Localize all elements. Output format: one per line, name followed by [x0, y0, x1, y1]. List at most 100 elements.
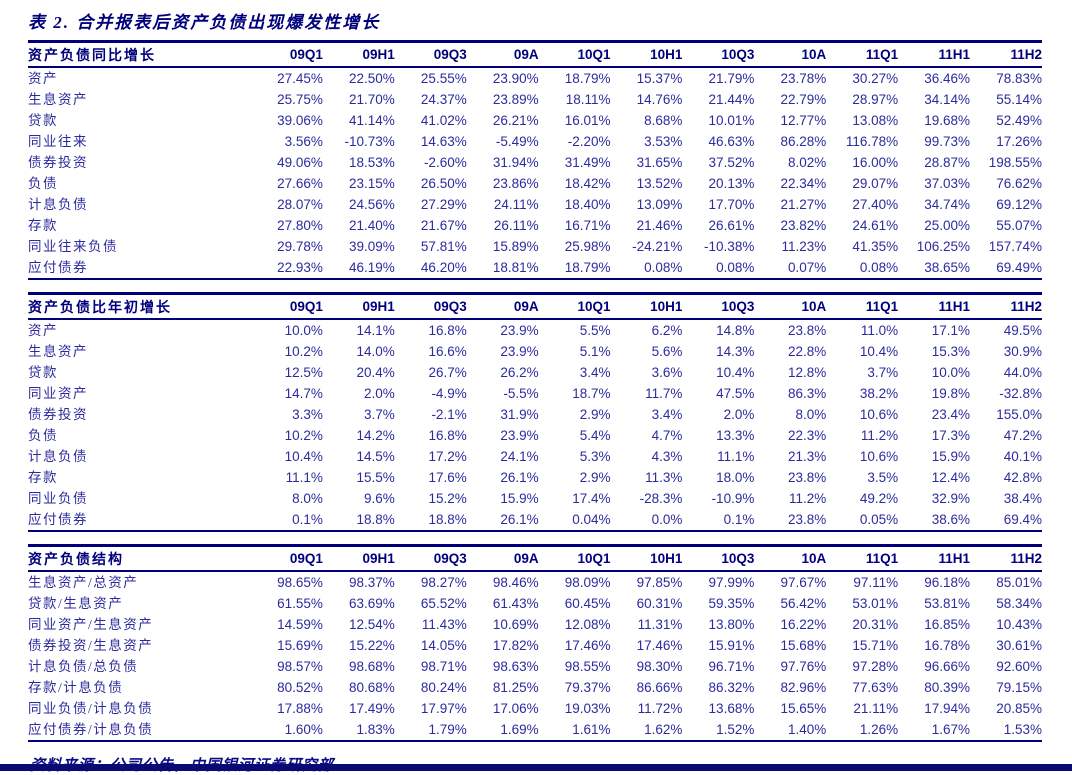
cell-value: 46.63% — [708, 134, 755, 149]
cell-value: 18.53% — [349, 155, 395, 170]
cell-value: 17.26% — [996, 134, 1042, 149]
cell-value: 47.5% — [716, 386, 755, 401]
cell-value: 14.7% — [284, 386, 323, 401]
row-label: 计息负债 — [28, 449, 88, 464]
cell-value: 3.3% — [292, 407, 323, 422]
cell-value: 14.76% — [636, 92, 683, 107]
cell-value: 14.05% — [420, 638, 467, 653]
cell-value: 24.1% — [500, 449, 539, 464]
cell-value: 98.46% — [492, 575, 539, 590]
cell-value: 10.6% — [859, 449, 899, 464]
cell-value: 69.12% — [996, 197, 1042, 212]
cell-value: 1.79% — [394, 719, 467, 742]
cell-value: 21.79% — [708, 71, 755, 86]
cell-value: 18.79% — [538, 257, 611, 280]
cell-value: 18.79% — [564, 71, 611, 86]
table-header-row: 资产负债同比增长 09Q1 09H1 09Q3 09A 10Q1 10H1 10Q3 10A 1… — [28, 40, 1042, 68]
cell-value: 18.8% — [322, 509, 395, 532]
cell-value: 85.01% — [996, 575, 1042, 590]
cell-value: 24.61% — [852, 218, 899, 233]
cell-value: 31.49% — [564, 155, 611, 170]
cell-value: 27.45% — [277, 71, 323, 86]
row-label: 同业资产/生息资产 — [28, 617, 154, 632]
cell-value: 27.40% — [852, 197, 899, 212]
cell-value: 59.35% — [708, 596, 755, 611]
cell-value: 98.27% — [420, 575, 467, 590]
cell-value: 98.55% — [564, 659, 611, 674]
row-label: 债券投资 — [28, 155, 88, 170]
cell-value: 3.7% — [867, 365, 899, 380]
cell-value: 17.46% — [564, 638, 611, 653]
table-row: 同业资产 14.7% 2.0% -4.9% -5.5% 18.7% 11.7% 47.5% 86… — [28, 383, 1042, 404]
cell-value: 97.67% — [780, 575, 827, 590]
cell-value: 17.6% — [428, 470, 467, 485]
cell-value: 12.8% — [787, 365, 827, 380]
cell-value: 1.67% — [898, 719, 971, 742]
row-label: 资产 — [28, 323, 58, 338]
cell-value: 24.56% — [349, 197, 395, 212]
table-row: 生息资产/总资产 98.65% 98.37% 98.27% 98.46% 98.09% 97… — [28, 571, 1042, 593]
cell-value: 23.8% — [787, 470, 827, 485]
cell-value: 1.52% — [682, 719, 755, 742]
cell-value: 99.73% — [924, 134, 971, 149]
table-row: 计息负债/总负债 98.57% 98.68% 98.71% 98.63% 98.55% 98… — [28, 656, 1042, 677]
cell-value: 23.82% — [780, 218, 827, 233]
column-header: 11H2 — [970, 40, 1042, 68]
cell-value: 22.3% — [787, 428, 827, 443]
cell-value: 21.46% — [636, 218, 683, 233]
cell-value: 17.49% — [349, 701, 395, 716]
cell-value: 86.66% — [636, 680, 683, 695]
cell-value: 13.3% — [716, 428, 755, 443]
cell-value: 39.09% — [349, 239, 395, 254]
column-header: 09A — [466, 40, 539, 68]
cell-value: 16.6% — [428, 344, 467, 359]
cell-value: 44.0% — [1003, 365, 1042, 380]
table-yoy-growth: 资产负债同比增长 09Q1 09H1 09Q3 09A 10Q1 10H1 10Q3 10A 1… — [28, 40, 1042, 280]
cell-value: 16.71% — [564, 218, 611, 233]
column-header: 10H1 — [610, 40, 683, 68]
cell-value: 86.32% — [708, 680, 755, 695]
table-row: 计息负债 10.4% 14.5% 17.2% 24.1% 5.3% 4.3% 11.1% 21.… — [28, 446, 1042, 467]
cell-value: 157.74% — [988, 239, 1042, 254]
cell-value: 12.54% — [349, 617, 395, 632]
cell-value: 81.25% — [492, 680, 539, 695]
column-header: 09H1 — [322, 292, 395, 320]
cell-value: 28.87% — [924, 155, 971, 170]
table-ytd-growth: 资产负债比年初增长 09Q1 09H1 09Q3 09A 10Q1 10H1 10Q3 10A… — [28, 292, 1042, 532]
cell-value: 8.68% — [644, 113, 683, 128]
cell-value: 23.9% — [500, 428, 539, 443]
table-row: 债券投资 49.06% 18.53% -2.60% 31.94% 31.49% 31.65%… — [28, 152, 1042, 173]
cell-value: 42.8% — [1003, 470, 1042, 485]
cell-value: 11.31% — [637, 617, 683, 632]
cell-value: 97.11% — [853, 575, 899, 590]
table-row: 生息资产 25.75% 21.70% 24.37% 23.89% 18.11% 14.76%… — [28, 89, 1042, 110]
cell-value: 20.13% — [708, 176, 755, 191]
table-row: 存款/计息负债 80.52% 80.68% 80.24% 81.25% 79.37% 86.… — [28, 677, 1042, 698]
row-label: 贷款/生息资产 — [28, 596, 124, 611]
cell-value: 3.56% — [284, 134, 323, 149]
cell-value: 106.25% — [916, 239, 971, 254]
cell-value: 69.49% — [970, 257, 1042, 280]
cell-value: 0.1% — [251, 509, 323, 532]
cell-value: 53.81% — [924, 596, 971, 611]
cell-value: 14.5% — [356, 449, 395, 464]
cell-value: -2.60% — [423, 155, 467, 170]
cell-value: 13.08% — [852, 113, 899, 128]
cell-value: 40.1% — [1003, 449, 1042, 464]
cell-value: 65.52% — [420, 596, 467, 611]
cell-value: 61.55% — [277, 596, 323, 611]
cell-value: 26.11% — [493, 218, 539, 233]
table-row: 同业负债/计息负债 17.88% 17.49% 17.97% 17.06% 19.03% 1… — [28, 698, 1042, 719]
table-row: 负债 10.2% 14.2% 16.8% 23.9% 5.4% 4.7% 13.3% 22.3%… — [28, 425, 1042, 446]
table-row: 资产 27.45% 22.50% 25.55% 23.90% 18.79% 15.37% 21… — [28, 67, 1042, 89]
cell-value: 22.79% — [780, 92, 827, 107]
row-label: 存款 — [28, 470, 58, 485]
cell-value: 57.81% — [420, 239, 467, 254]
cell-value: 23.78% — [780, 71, 827, 86]
cell-value: 31.94% — [492, 155, 539, 170]
cell-value: 56.42% — [780, 596, 827, 611]
row-label: 存款 — [28, 218, 58, 233]
cell-value: 15.69% — [277, 638, 323, 653]
cell-value: 20.4% — [356, 365, 395, 380]
table-row: 存款 27.80% 21.40% 21.67% 26.11% 16.71% 21.46% 26… — [28, 215, 1042, 236]
